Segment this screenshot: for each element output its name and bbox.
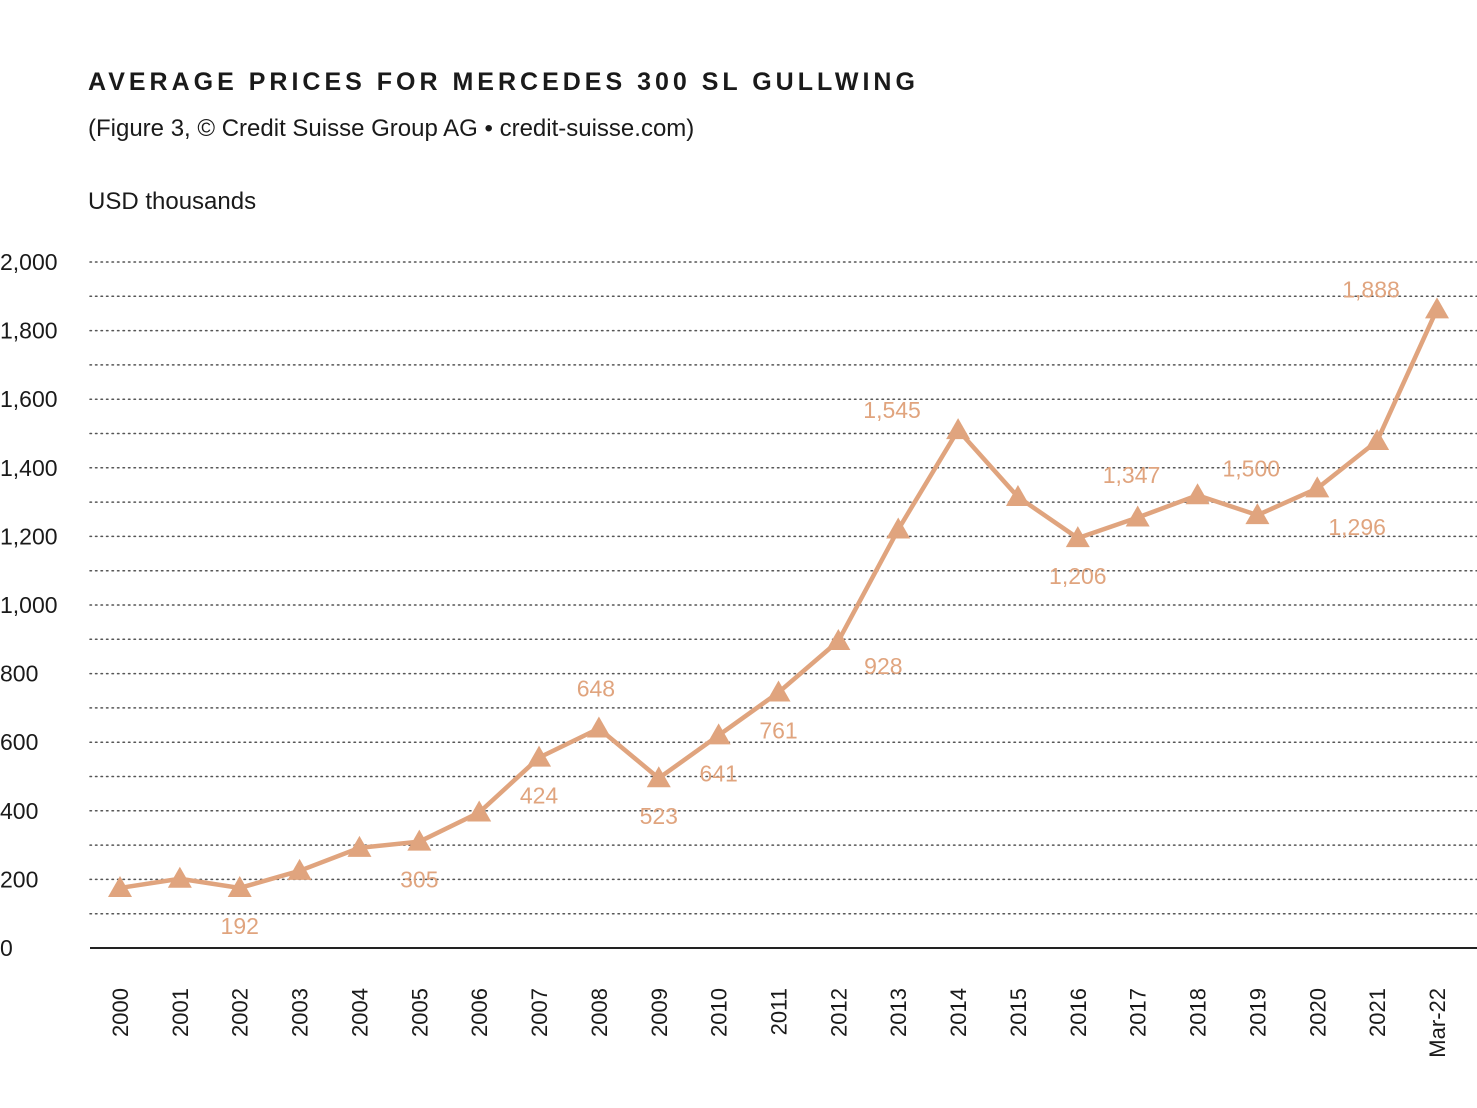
data-point-marker — [1305, 476, 1330, 498]
data-point-marker — [946, 418, 971, 440]
x-axis-ticks: 2000 2001 2002 2003 2004 2005 2006 2007 2008 2009… — [108, 988, 1450, 1058]
data-label: 928 — [864, 653, 902, 679]
data-point-marker — [766, 680, 791, 702]
x-tick-label: 2011 — [767, 988, 792, 1035]
x-tick-label: 2013 — [886, 988, 911, 1037]
y-tick-label: 200 — [0, 866, 38, 892]
x-tick-label: 2020 — [1305, 988, 1330, 1037]
data-label: 641 — [699, 760, 737, 786]
y-tick-label: 400 — [0, 798, 38, 824]
y-tick-label: 1,400 — [0, 455, 58, 481]
data-point-marker — [108, 875, 132, 897]
data-point-marker — [347, 835, 372, 857]
x-tick-label: 2016 — [1066, 988, 1091, 1037]
data-point-marker — [467, 800, 492, 822]
series-markers — [108, 297, 1449, 897]
y-tick-label: 2,000 — [0, 249, 58, 275]
x-tick-label: 2008 — [587, 988, 612, 1037]
x-tick-label: 2017 — [1126, 988, 1151, 1037]
y-tick-label: 1,800 — [0, 318, 58, 344]
data-label: 761 — [759, 717, 797, 743]
chart-subtitle: (Figure 3, © Credit Suisse Group AG • cr… — [88, 115, 695, 142]
x-tick-label: 2005 — [407, 988, 432, 1037]
data-point-marker — [886, 517, 911, 539]
data-label: 1,347 — [1103, 462, 1161, 488]
y-tick-label: 0 — [0, 935, 13, 961]
data-point-marker — [527, 745, 552, 767]
y-tick-label: 800 — [0, 661, 38, 687]
data-point-marker — [1005, 484, 1030, 506]
x-tick-label: 2004 — [347, 988, 372, 1037]
data-label: 1,206 — [1049, 563, 1107, 589]
y-tick-label: 1,600 — [0, 386, 58, 412]
data-label: 523 — [640, 803, 678, 829]
data-label: 424 — [520, 783, 559, 809]
data-label: 1,500 — [1222, 455, 1280, 481]
data-point-marker — [1425, 297, 1449, 319]
x-tick-label: Mar-22 — [1425, 988, 1450, 1058]
x-tick-label: 2021 — [1365, 988, 1390, 1037]
x-tick-label: 2007 — [527, 988, 552, 1037]
x-tick-label: 2012 — [826, 988, 851, 1037]
data-label: 1,296 — [1328, 514, 1386, 540]
data-labels: 192 305 424 648 523 641 761 928 1,545 1,206 1,347 1… — [221, 276, 1400, 939]
data-point-marker — [1365, 429, 1390, 451]
data-point-marker — [586, 716, 611, 738]
data-label: 305 — [400, 867, 438, 893]
data-point-marker — [407, 829, 432, 851]
x-tick-label: 2003 — [288, 988, 313, 1037]
x-tick-label: 2015 — [1006, 988, 1031, 1037]
data-point-marker — [826, 629, 851, 651]
x-tick-label: 2006 — [467, 988, 492, 1037]
data-point-marker — [167, 866, 192, 888]
data-point-marker — [1185, 483, 1210, 505]
data-point-marker — [1065, 526, 1090, 548]
data-label: 1,888 — [1342, 276, 1400, 302]
data-point-marker — [706, 723, 731, 745]
x-tick-label: 2002 — [228, 988, 253, 1037]
y-tick-label: 1,000 — [0, 592, 58, 618]
x-tick-label: 2019 — [1245, 988, 1270, 1037]
series-line — [117, 307, 1440, 891]
x-tick-label: 2009 — [647, 988, 672, 1037]
y-axis-unit-label: USD thousands — [88, 188, 257, 215]
series-line-group — [117, 307, 1440, 891]
data-label: 192 — [221, 913, 259, 939]
x-tick-label: 2000 — [108, 988, 133, 1037]
y-tick-label: 600 — [0, 729, 38, 755]
data-label: 648 — [577, 675, 615, 701]
x-tick-label: 2001 — [168, 988, 193, 1037]
data-label: 1,545 — [863, 397, 921, 423]
x-tick-label: 2018 — [1186, 988, 1211, 1037]
data-point-marker — [1245, 503, 1270, 525]
y-tick-label: 1,200 — [0, 523, 58, 549]
y-axis-ticks: 0 200 400 600 800 1,000 1,200 1,400 1,600 1,800 2,… — [0, 249, 58, 961]
data-point-marker — [227, 875, 252, 897]
chart-title: AVERAGE PRICES FOR MERCEDES 300 SL GULLW… — [88, 68, 919, 96]
grid-lines — [89, 261, 1477, 949]
data-point-marker — [287, 858, 312, 880]
x-tick-label: 2010 — [707, 988, 732, 1037]
data-point-marker — [1125, 505, 1150, 527]
data-point-marker — [646, 766, 671, 788]
x-tick-label: 2014 — [946, 988, 971, 1037]
